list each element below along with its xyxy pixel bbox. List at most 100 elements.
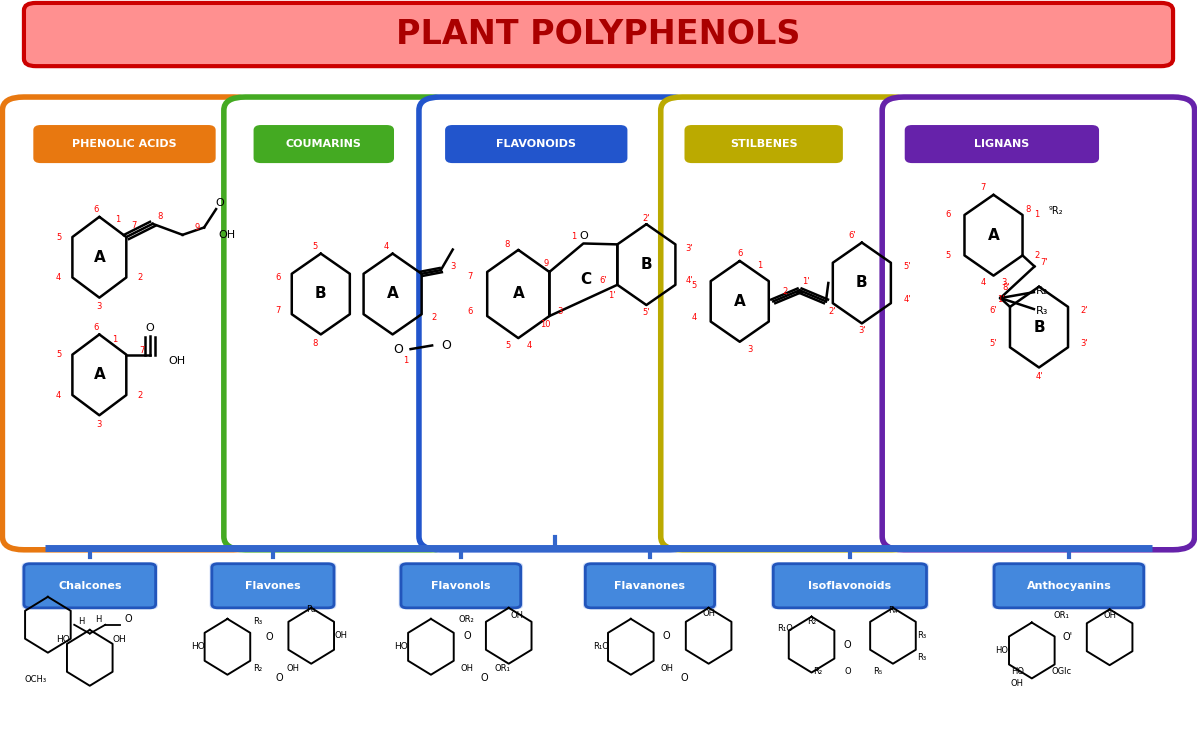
- Text: 5': 5': [990, 339, 997, 348]
- Text: O: O: [844, 667, 851, 675]
- Text: 1: 1: [758, 261, 762, 270]
- Text: O: O: [463, 631, 470, 641]
- Text: 1': 1': [997, 295, 1004, 304]
- Text: O: O: [394, 343, 403, 356]
- FancyBboxPatch shape: [661, 97, 913, 550]
- Text: A: A: [93, 250, 105, 265]
- Text: OH: OH: [169, 356, 186, 365]
- FancyBboxPatch shape: [211, 563, 335, 609]
- Text: O: O: [146, 323, 154, 333]
- Text: 9: 9: [543, 259, 548, 268]
- Text: O: O: [124, 614, 132, 624]
- FancyBboxPatch shape: [209, 562, 336, 609]
- FancyBboxPatch shape: [419, 97, 692, 550]
- FancyBboxPatch shape: [255, 126, 393, 162]
- Text: 3': 3': [1081, 339, 1088, 348]
- Text: LIGNANS: LIGNANS: [974, 139, 1029, 149]
- Text: 2: 2: [1034, 251, 1039, 260]
- Text: 6: 6: [93, 205, 98, 214]
- FancyBboxPatch shape: [992, 563, 1146, 609]
- Text: 4: 4: [692, 313, 697, 322]
- Text: 3': 3': [686, 244, 693, 253]
- FancyBboxPatch shape: [2, 97, 255, 550]
- Text: OR₂: OR₂: [458, 615, 475, 624]
- Text: R₃: R₃: [1037, 306, 1049, 316]
- Text: 5: 5: [505, 341, 510, 350]
- FancyBboxPatch shape: [583, 562, 717, 609]
- Text: B: B: [856, 276, 868, 290]
- Text: Anthocyanins: Anthocyanins: [1027, 581, 1111, 591]
- Text: 1': 1': [608, 290, 615, 300]
- Text: O: O: [681, 673, 688, 684]
- Text: 8: 8: [312, 339, 317, 348]
- Text: 3: 3: [747, 345, 753, 354]
- Text: 6': 6': [600, 276, 607, 285]
- Text: OH: OH: [335, 631, 347, 640]
- Text: B: B: [1033, 320, 1045, 334]
- FancyBboxPatch shape: [771, 562, 929, 609]
- Text: 8': 8': [1003, 282, 1010, 292]
- Text: R₄: R₄: [888, 606, 898, 614]
- FancyBboxPatch shape: [994, 563, 1144, 609]
- Text: 2': 2': [643, 214, 650, 223]
- Text: 5': 5': [904, 262, 911, 271]
- Text: A: A: [93, 368, 105, 382]
- Text: 4: 4: [56, 273, 61, 282]
- Text: OH: OH: [1104, 611, 1116, 620]
- FancyBboxPatch shape: [23, 563, 157, 609]
- Text: R₂: R₂: [813, 667, 822, 675]
- Text: 8: 8: [1026, 204, 1031, 214]
- Text: 3: 3: [558, 307, 563, 316]
- Text: HO: HO: [996, 646, 1008, 655]
- Text: R₂: R₂: [807, 617, 816, 625]
- Text: 4': 4': [686, 276, 693, 285]
- Text: R₅: R₅: [873, 667, 882, 675]
- Text: HO: HO: [56, 635, 71, 644]
- Text: OR₁: OR₁: [494, 664, 511, 673]
- Text: 6': 6': [847, 231, 856, 240]
- FancyBboxPatch shape: [35, 126, 214, 162]
- Text: 5: 5: [56, 350, 61, 359]
- Text: OCH₃: OCH₃: [25, 675, 47, 684]
- Text: Flavanones: Flavanones: [614, 581, 686, 591]
- Text: O: O: [442, 339, 451, 352]
- Text: 4': 4': [904, 295, 911, 304]
- Text: 5: 5: [946, 251, 950, 260]
- Text: 5: 5: [692, 281, 697, 290]
- Text: OH: OH: [1011, 679, 1023, 688]
- Text: 10: 10: [541, 320, 551, 329]
- Text: 6: 6: [946, 210, 950, 220]
- Text: OH: OH: [113, 635, 127, 644]
- Text: O: O: [579, 231, 588, 241]
- Text: R₂: R₂: [1037, 286, 1049, 295]
- FancyBboxPatch shape: [224, 97, 452, 550]
- Text: 7: 7: [275, 306, 280, 315]
- Text: HO: HO: [1011, 667, 1023, 675]
- Text: 1: 1: [403, 356, 408, 365]
- FancyBboxPatch shape: [991, 562, 1147, 609]
- Text: 5': 5': [643, 308, 650, 317]
- Text: ⁹R₂: ⁹R₂: [1049, 207, 1063, 216]
- FancyBboxPatch shape: [584, 563, 716, 609]
- FancyBboxPatch shape: [772, 563, 929, 609]
- Text: FLAVONOIDS: FLAVONOIDS: [497, 139, 576, 149]
- Text: 3': 3': [858, 326, 865, 335]
- Text: 3: 3: [1001, 279, 1007, 287]
- Text: COUMARINS: COUMARINS: [286, 139, 361, 149]
- Text: HO: HO: [190, 642, 205, 651]
- FancyBboxPatch shape: [772, 563, 928, 609]
- Text: 8: 8: [505, 240, 510, 248]
- Text: R₃: R₃: [253, 617, 262, 625]
- Text: B: B: [640, 257, 652, 272]
- FancyBboxPatch shape: [399, 562, 523, 609]
- FancyBboxPatch shape: [24, 3, 1173, 66]
- Text: O: O: [215, 198, 224, 208]
- Text: 6: 6: [275, 273, 280, 282]
- Text: OH: OH: [703, 609, 715, 618]
- Text: O: O: [844, 639, 851, 650]
- FancyBboxPatch shape: [22, 563, 158, 609]
- Text: PHENOLIC ACIDS: PHENOLIC ACIDS: [72, 139, 177, 149]
- FancyBboxPatch shape: [401, 564, 521, 608]
- Text: 3: 3: [450, 262, 455, 271]
- FancyBboxPatch shape: [882, 97, 1195, 550]
